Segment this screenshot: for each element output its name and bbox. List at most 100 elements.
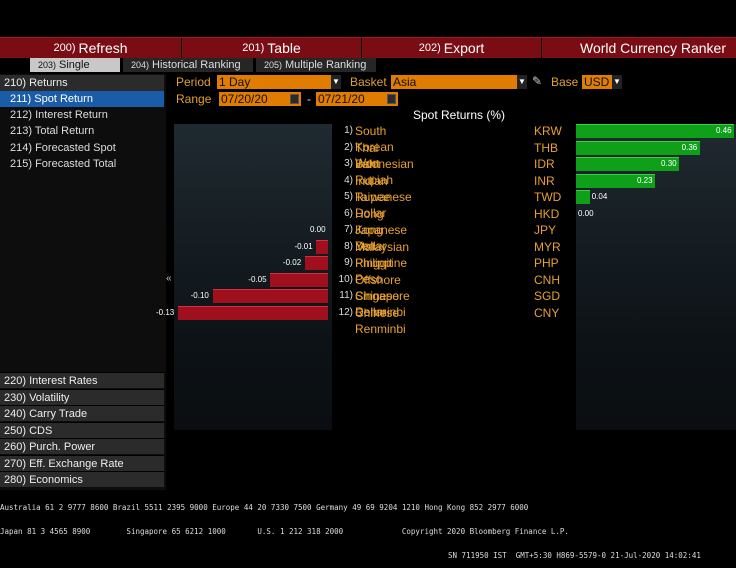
refresh-label: Refresh [78, 40, 128, 56]
currency-name[interactable]: Thai Baht [355, 140, 380, 171]
table-label: Table [267, 40, 301, 56]
currency-code: CNH [534, 272, 560, 287]
sidebar-item-eff-exchange-rate[interactable]: 270) Eff. Exchange Rate [0, 455, 164, 471]
footer-line-1: Australia 61 2 9777 8600 Brazil 5511 239… [0, 503, 529, 512]
currency-name[interactable]: Singapore Dollar [355, 289, 410, 319]
bar-value-label: 0.00 [578, 208, 594, 218]
chart-title: Spot Returns (%) [413, 108, 506, 122]
rank-number: 12) [338, 306, 353, 318]
period-label: Period [176, 75, 211, 89]
range-to-value: 07/21/20 [318, 92, 365, 106]
calendar-icon[interactable] [387, 94, 396, 104]
footer-line-2: Japan 81 3 4565 8900 Singapore 65 6212 1… [0, 527, 569, 536]
bar-value-label: -0.01 [294, 241, 313, 251]
rank-number: 6) [344, 207, 353, 219]
table-button[interactable]: 201) Table [182, 38, 362, 58]
bar-value-label: 0.00 [310, 225, 326, 234]
bar-value-label: 0.46 [716, 126, 732, 135]
sidebar-item-returns[interactable]: 210) Returns [0, 75, 164, 91]
currency-name[interactable]: Indian Rupee [355, 173, 391, 204]
bar-value-label: -0.02 [282, 258, 302, 267]
rank-number: 1) [344, 125, 353, 136]
basket-label: Basket [350, 75, 387, 89]
sidebar-item-spot-return[interactable]: 211) Spot Return [0, 91, 164, 107]
bar-value-label: 0.36 [681, 142, 698, 152]
negative-bar [316, 239, 328, 254]
pencil-icon[interactable]: ✎ [532, 74, 543, 88]
currency-code: JPY [534, 223, 557, 237]
sidebar-item-interest-rates[interactable]: 220) Interest Rates [0, 372, 164, 388]
currency-name[interactable]: Chinese Renminbi [355, 305, 406, 336]
bar-value-label: -0.13 [156, 307, 175, 317]
rank-number: 3) [344, 158, 353, 169]
sidebar-item-volatility[interactable]: 230) Volatility [0, 389, 164, 405]
sidebar: 210) Returns 211) Spot Return 212) Inter… [0, 74, 166, 490]
rank-number: 4) [344, 174, 353, 186]
currency-name[interactable]: Taiwanese Dollar [355, 190, 412, 220]
sidebar-item-carry-trade[interactable]: 240) Carry Trade [0, 405, 164, 421]
currency-name[interactable]: Hong Kong Dollar [355, 206, 387, 253]
rank-number: 5) [344, 191, 353, 202]
collapse-sidebar-icon[interactable]: « [166, 273, 172, 284]
range-from-value: 07/20/20 [221, 92, 268, 106]
calendar-icon[interactable] [290, 94, 299, 104]
period-select[interactable]: 1 Day ▼ [217, 75, 341, 89]
tab-single-ranking[interactable]: 203)Single Ranking [30, 58, 120, 85]
range-from-input[interactable]: 07/20/20 [219, 92, 301, 106]
currency-code: IDR [534, 157, 555, 171]
rank-number: 9) [344, 257, 353, 268]
bar-value-label: -0.10 [190, 291, 209, 300]
range-separator: - [307, 92, 311, 106]
refresh-button[interactable]: 200) Refresh [0, 38, 182, 58]
range-to-input[interactable]: 07/21/20 [316, 92, 398, 106]
negative-bar [212, 289, 328, 303]
positive-bar [576, 124, 734, 138]
tab-number: 203) [38, 60, 57, 70]
export-number: 202) [418, 42, 441, 54]
tab-historical-ranking[interactable]: 204) Historical Ranking [123, 58, 253, 72]
table-number: 201) [242, 42, 265, 54]
rank-number: 7) [344, 224, 353, 235]
chevron-down-icon: ▼ [612, 75, 622, 89]
bar-value-label: 0.23 [637, 175, 653, 185]
range-label: Range [176, 92, 212, 106]
rank-number: 2) [344, 141, 353, 153]
sidebar-item-economics[interactable]: 280) Economics [0, 471, 164, 487]
tab-label: Historical Ranking [152, 59, 241, 71]
currency-name[interactable]: Japanese Yen [355, 223, 408, 253]
sidebar-item-total-return[interactable]: 213) Total Return [10, 125, 95, 137]
sidebar-item-forecasted-spot[interactable]: 214) Forecasted Spot [10, 142, 116, 154]
tab-multiple-ranking[interactable]: 205) Multiple Ranking [256, 58, 376, 72]
currency-code: INR [534, 173, 555, 188]
chevron-down-icon: ▼ [517, 75, 527, 89]
currency-code: THB [534, 140, 558, 155]
base-value: USD [584, 75, 610, 89]
bar-value-label: 0.30 [661, 159, 677, 168]
positive-bar [576, 190, 590, 204]
sidebar-item-purch-power[interactable]: 260) Purch. Power [0, 438, 164, 454]
rank-number: 10) [338, 273, 353, 285]
sidebar-item-cds[interactable]: 250) CDS [0, 422, 164, 438]
currency-name[interactable]: Malaysian Ringgit [355, 239, 410, 270]
currency-name[interactable]: Indonesian Rupiah [355, 157, 414, 187]
export-button[interactable]: 202) Export [362, 38, 542, 58]
currency-name[interactable]: Offshore Chinese Renminbi [355, 272, 406, 319]
basket-select[interactable]: Asia ▼ [391, 75, 527, 89]
positive-bar [576, 157, 680, 171]
export-label: Export [443, 40, 485, 56]
chevron-down-icon: ▼ [331, 75, 341, 89]
sidebar-item-interest-return[interactable]: 212) Interest Return [10, 109, 108, 121]
currency-name[interactable]: Philippine Peso [355, 256, 408, 286]
rank-number: 11) [339, 290, 353, 301]
base-label: Base [551, 75, 579, 89]
positive-bar [576, 140, 700, 155]
currency-name[interactable]: South Korean Won [355, 124, 394, 170]
base-select[interactable]: USD ▼ [582, 75, 622, 89]
period-value: 1 Day [219, 75, 251, 89]
currency-code: MYR [534, 239, 561, 254]
negative-bar [304, 256, 328, 270]
sidebar-item-forecasted-total[interactable]: 215) Forecasted Total [10, 158, 117, 170]
tab-number: 204) [131, 60, 150, 70]
currency-code: SGD [534, 289, 561, 303]
tab-number: 205) [264, 60, 283, 70]
